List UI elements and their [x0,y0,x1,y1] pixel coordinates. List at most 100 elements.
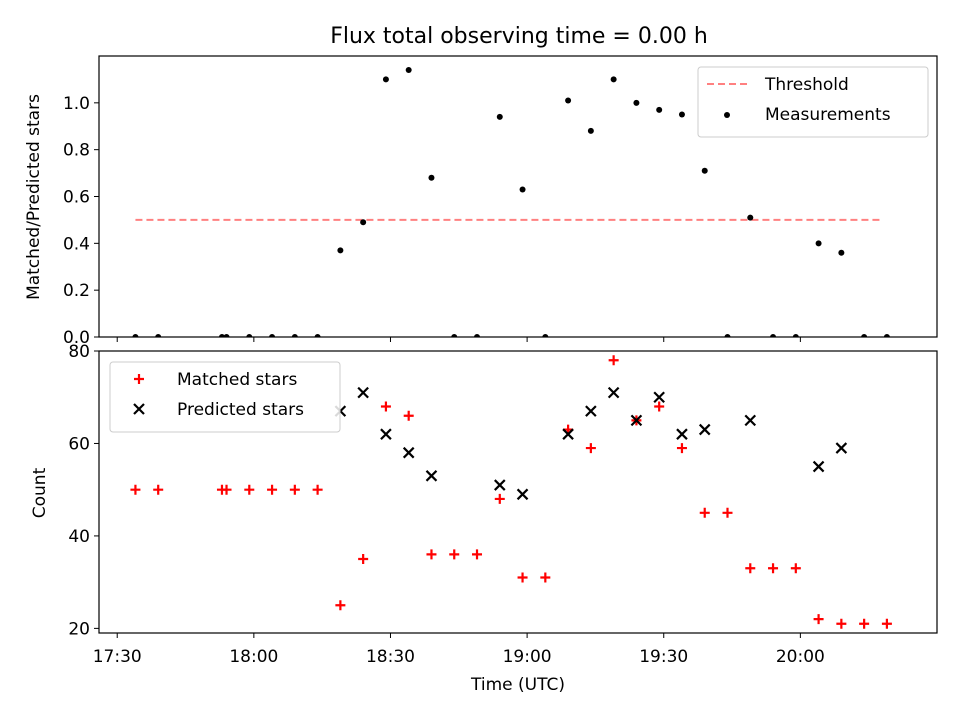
predicted-star-marker [744,414,757,427]
predicted-star-marker [812,460,825,473]
measurement-point [838,249,845,256]
measurement-point [633,99,640,106]
matched-star-marker [472,549,483,560]
matched-star-marker [221,484,232,495]
predicted-star-marker [402,446,415,459]
predicted-star-marker [676,428,688,440]
measurement-point [747,214,754,221]
bottom-y-axis-label: Count [30,467,50,518]
legend-label: Threshold [764,75,849,95]
legend-box [109,361,341,433]
matched-star-marker [813,614,824,625]
matched-star-marker [380,401,391,412]
y-tick-label: 20 [68,619,90,639]
x-tick-label: 18:00 [229,647,278,667]
measurement-point [701,167,708,174]
measurement-point [246,334,253,337]
measurement-point [770,334,777,337]
predicted-star-marker [698,423,711,436]
predicted-star-marker [630,414,643,427]
measurement-point [291,334,298,337]
matched-star-marker [745,563,756,574]
y-tick-label: 0.2 [63,281,90,301]
measurement-point [724,334,731,337]
ratio-panel: 0.0 0.2 0.4 0.6 0.8 1.0 Threshold Measurements [63,55,938,348]
predicted-star-marker [835,442,848,454]
x-tick-label: 18:30 [366,647,415,667]
matched-star-marker [881,618,892,629]
predicted-star-marker [516,488,529,501]
measurement-point [360,219,367,226]
measurement-point [132,334,139,337]
legend-box [697,66,929,138]
measurement-point [815,240,822,247]
predicted-star-marker [585,405,597,417]
measurement-point [451,334,458,337]
legend-matched-swatch [134,374,144,384]
matched-star-marker [130,484,141,495]
axes-frame [98,350,938,634]
matched-star-marker [699,507,710,518]
matched-star-marker [859,618,870,629]
measurement-point [519,186,526,193]
predicted-star-marker [494,479,506,491]
y-tick-label: 0.6 [63,188,90,208]
y-tick-label: 0.4 [63,234,90,254]
matched-star-marker [540,572,551,583]
matched-star-marker [312,484,323,495]
matched-star-marker [244,484,255,495]
predicted-star-marker [607,386,620,399]
axes-frame [98,55,938,338]
x-tick-label: 20:00 [776,647,825,667]
measurement-point [155,334,162,337]
measurement-point [337,247,344,254]
measurement-point [587,127,594,134]
matched-star-marker [768,563,779,574]
matched-star-marker [585,443,596,454]
y-tick-label: 0.0 [63,328,90,348]
y-tick-label: 40 [68,527,90,547]
measurement-point [678,111,685,118]
predicted-star-marker [380,428,392,440]
measurement-point [218,334,225,337]
x-tick-label: 19:30 [639,647,688,667]
matched-star-marker [722,507,733,518]
y-tick-label: 60 [68,434,90,454]
legend-label: Measurements [765,105,891,125]
data-points [130,355,892,629]
matched-star-marker [494,493,505,504]
top-y-axis-label: Matched/Predicted stars [24,94,44,300]
measurement-point [428,174,435,181]
matched-star-marker [608,355,619,366]
predicted-star-marker [562,428,574,440]
x-tick-label: 17:30 [93,647,142,667]
matched-star-marker [517,572,528,583]
x-tick-label: 19:00 [503,647,552,667]
y-tick-label: 80 [68,342,90,362]
measurement-point [861,334,868,337]
measurement-point [474,334,481,337]
matched-star-marker [676,443,687,454]
matched-star-marker [153,484,164,495]
matched-star-marker [790,563,801,574]
count-panel: 20 40 60 80 17:30 18:00 18:30 19:00 19:30 20:00 Ma… [68,342,938,667]
matched-star-marker [403,410,414,421]
y-tick-label: 1.0 [63,94,90,114]
matched-star-marker [449,549,460,560]
legend-predicted-swatch [133,403,145,415]
matched-star-marker [654,401,665,412]
matched-star-marker [335,600,346,611]
measurement-point [610,76,617,83]
x-axis-label: Time (UTC) [470,675,565,695]
legend-label: Matched stars [177,370,297,390]
measurement-point [883,334,890,337]
measurement-point [542,334,549,337]
chart-title: Flux total observing time = 0.00 h [330,24,708,49]
measurement-point [565,97,572,104]
matched-star-marker [836,618,847,629]
legend-measurement-swatch [724,112,730,118]
measurement-point [405,67,412,74]
measurement-point [792,334,799,337]
matched-star-marker [289,484,300,495]
